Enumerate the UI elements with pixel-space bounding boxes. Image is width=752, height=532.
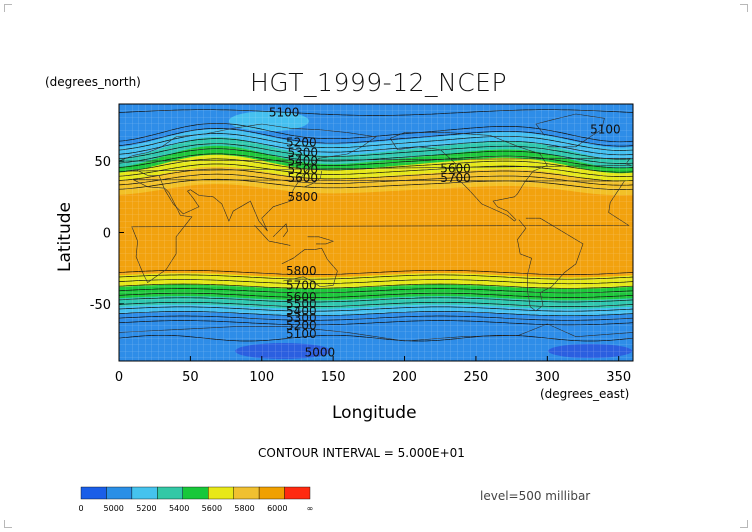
x-tick-label: 100 [249, 370, 274, 385]
contour-label: 5700 [286, 278, 317, 292]
contour-label: 5600 [286, 290, 317, 304]
contour-label: 5200 [286, 136, 317, 150]
y-tick-label: 0 [103, 227, 111, 242]
corner-mark [4, 520, 12, 528]
colorbar-swatch [258, 486, 285, 500]
corner-mark [740, 4, 748, 12]
contour-label: 5400 [287, 154, 318, 168]
colorbar-label: 5600 [202, 504, 222, 513]
colorbar-label: 6000 [267, 504, 287, 513]
y-axis-units: (degrees_north) [45, 75, 141, 89]
contour-label: 5600 [287, 171, 318, 185]
colorbar-label: ∞ [307, 504, 314, 513]
corner-mark [740, 520, 748, 528]
contour-label: 5800 [287, 190, 318, 204]
colorbar-swatch [157, 486, 183, 500]
contour-interval-label: CONTOUR INTERVAL = 5.000E+01 [258, 446, 465, 460]
contour-label: 5300 [287, 146, 318, 160]
y-tick-label: 50 [94, 155, 111, 170]
x-tick-label: 0 [115, 370, 123, 385]
colorbar-swatch [80, 486, 107, 500]
contour-label: 5200 [286, 318, 317, 332]
contour-label: 5700 [440, 171, 471, 185]
x-tick-label: 200 [392, 370, 417, 385]
contour-label: 5600 [440, 161, 471, 175]
contour-label: 5500 [286, 297, 317, 311]
contour-label: 5100 [590, 123, 621, 137]
y-tick-label: -50 [90, 298, 111, 313]
y-axis-ticks: 50 0 -50 [90, 155, 124, 313]
lat-lon-grid [119, 104, 633, 361]
colorbar-swatch [233, 486, 260, 500]
x-tick-label: 350 [606, 370, 631, 385]
x-tick-label: 150 [321, 370, 346, 385]
colorbar-label: 5400 [169, 504, 189, 513]
x-axis-ticks: 0 50 100 150 200 250 300 350 [115, 356, 631, 385]
colorbar-label: 5000 [104, 504, 124, 513]
colorbar-swatch [208, 486, 234, 500]
contour-label: 5500 [287, 163, 318, 177]
contour-labels: 5100510052005300540055005600560057005800… [269, 106, 621, 360]
contour-label: 5800 [286, 264, 317, 278]
x-tick-label: 250 [464, 370, 489, 385]
contour-label: 5300 [286, 311, 317, 325]
x-tick-label: 50 [182, 370, 199, 385]
contour-label: 5000 [305, 345, 336, 359]
x-axis-units: (degrees_east) [540, 387, 630, 401]
colorbar-swatch [284, 486, 311, 500]
x-tick-label: 300 [535, 370, 560, 385]
colorbar-label: 5800 [234, 504, 254, 513]
colorbar-swatch [131, 486, 158, 500]
contour-label: 5100 [269, 106, 300, 120]
contour-label: 5400 [286, 304, 317, 318]
x-axis-label: Longitude [332, 403, 417, 423]
contour-label: 5100 [286, 327, 317, 341]
colorbar-swatch [106, 486, 133, 500]
colorbar-label: 0 [78, 504, 83, 513]
plot-title: HGT_1999-12_NCEP [250, 68, 508, 97]
level-label: level=500 millibar [480, 489, 591, 503]
colorbar-label: 5200 [136, 504, 156, 513]
colorbar-swatch [182, 486, 209, 500]
corner-mark [4, 4, 12, 12]
